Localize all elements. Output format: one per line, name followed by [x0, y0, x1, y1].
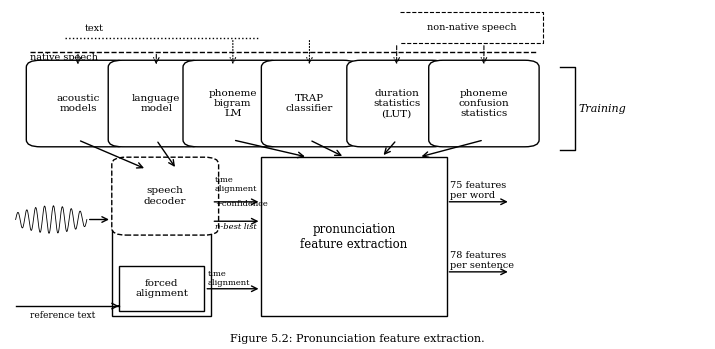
FancyBboxPatch shape	[429, 60, 539, 147]
FancyBboxPatch shape	[112, 169, 212, 317]
Text: TRAP
classifier: TRAP classifier	[286, 94, 333, 113]
FancyBboxPatch shape	[262, 60, 358, 147]
FancyBboxPatch shape	[108, 60, 204, 147]
FancyBboxPatch shape	[112, 157, 219, 235]
Text: +confidence: +confidence	[215, 200, 268, 208]
Text: text: text	[84, 23, 104, 32]
Text: reference text: reference text	[30, 311, 95, 320]
Text: duration
statistics
(LUT): duration statistics (LUT)	[373, 89, 420, 118]
Text: phoneme
bigram
LM: phoneme bigram LM	[209, 89, 257, 118]
Text: time
alignment: time alignment	[208, 270, 250, 287]
Text: time
alignment: time alignment	[215, 176, 257, 193]
Text: speech
decoder: speech decoder	[144, 186, 187, 206]
FancyBboxPatch shape	[119, 266, 204, 311]
Text: phoneme
confusion
statistics: phoneme confusion statistics	[458, 89, 509, 118]
Text: pronunciation
feature extraction: pronunciation feature extraction	[300, 223, 408, 251]
Text: 75 features
per word: 75 features per word	[450, 181, 506, 200]
FancyBboxPatch shape	[347, 60, 447, 147]
FancyBboxPatch shape	[26, 60, 129, 147]
FancyBboxPatch shape	[262, 157, 447, 317]
Text: acoustic
models: acoustic models	[56, 94, 99, 113]
Text: non-native speech: non-native speech	[427, 23, 516, 32]
Text: Figure 5.2: Pronunciation feature extraction.: Figure 5.2: Pronunciation feature extrac…	[230, 334, 485, 344]
FancyBboxPatch shape	[183, 60, 282, 147]
Text: Training: Training	[578, 104, 626, 114]
Text: forced
alignment: forced alignment	[135, 279, 188, 298]
Text: 78 features
per sentence: 78 features per sentence	[450, 251, 514, 270]
Text: language
model: language model	[132, 94, 180, 113]
Text: n-best list: n-best list	[215, 223, 257, 231]
Text: native speech: native speech	[30, 53, 98, 62]
